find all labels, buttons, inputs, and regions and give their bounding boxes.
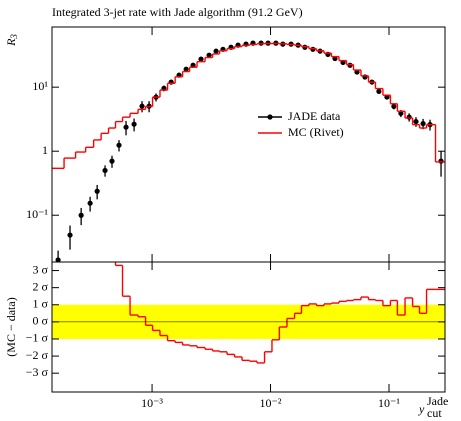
y-label-sub: 3 [9, 34, 19, 40]
data-point [354, 69, 360, 75]
data-point [310, 46, 316, 52]
y-label-main: R [4, 38, 18, 47]
data-point [116, 142, 122, 148]
data-point [94, 188, 100, 194]
ratio-y-label: (MC − data) [4, 297, 18, 356]
legend-label: JADE data [288, 109, 341, 123]
data-point [109, 158, 115, 164]
data-point [102, 167, 108, 174]
y-tick-label: 1 σ [33, 297, 49, 311]
x-label-sub: cut [427, 406, 442, 420]
y-tick-label: −3 σ [26, 365, 49, 379]
data-point [406, 114, 412, 120]
y-tick-label: 3 σ [33, 262, 49, 276]
y-tick-label: 1 [42, 143, 48, 157]
y-tick-label: 10⁻¹ [26, 207, 48, 221]
chart-title: Integrated 3-jet rate with Jade algorith… [52, 5, 303, 19]
data-point [139, 103, 145, 109]
legend-marker [267, 114, 273, 120]
x-tick-label: 10⁻¹ [378, 396, 400, 410]
data-point [398, 110, 404, 116]
panel-0 [52, 40, 445, 262]
y-tick-label: −1 σ [26, 331, 49, 345]
x-tick-label: 10⁻³ [141, 396, 163, 410]
y-tick-label: 2 σ [33, 279, 49, 293]
data-point [413, 118, 419, 125]
data-point [183, 66, 189, 72]
ratio-frame [51, 261, 446, 393]
y-axis-label: R3 [4, 34, 19, 47]
panel-1 [52, 262, 445, 364]
x-label-sup: Jade [427, 394, 448, 408]
data-point [67, 232, 73, 238]
data-point [87, 200, 93, 206]
data-point [420, 120, 426, 127]
data-point [213, 48, 219, 54]
data-point [198, 56, 204, 62]
y-tick-label: −2 σ [26, 348, 49, 362]
data-point [131, 121, 137, 127]
x-axis-label: y [418, 402, 425, 416]
data-point [123, 124, 129, 130]
plot-layer: 10⁻¹ 1 10¹ −3 σ −2 σ −1 σ 0 σ 1 σ 2 σ 3 σ 10⁻³ 10⁻²… [26, 27, 445, 410]
main-frame [51, 26, 446, 263]
data-point [438, 158, 444, 164]
data-point [206, 52, 212, 58]
data-point [391, 103, 397, 110]
data-point [78, 212, 84, 218]
data-point [55, 257, 61, 262]
legend-label: MC (Rivet) [288, 125, 344, 139]
y-tick-label: 0 σ [33, 314, 49, 328]
y-tick-label: 10¹ [32, 79, 48, 93]
x-tick-label: 10⁻² [260, 396, 282, 410]
data-point [376, 88, 382, 94]
